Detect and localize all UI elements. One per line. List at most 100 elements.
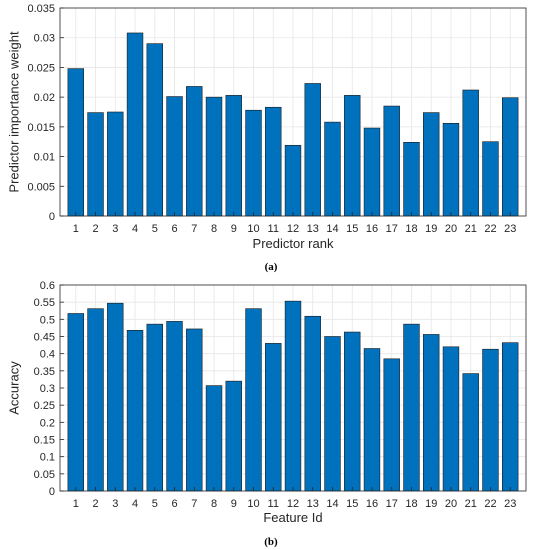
x-tick-label: 17 xyxy=(386,223,398,235)
bar-9 xyxy=(225,380,242,492)
x-tick-label: 1 xyxy=(73,498,79,510)
bar-12 xyxy=(284,300,302,492)
bar-7 xyxy=(186,86,203,217)
x-tick-label: 10 xyxy=(247,498,259,510)
bar-21 xyxy=(462,373,479,492)
bar-22 xyxy=(482,141,499,217)
y-tick-label: 0.015 xyxy=(27,122,55,134)
y-tick-label: 0.6 xyxy=(40,280,55,292)
y-tick-label: 0.15 xyxy=(34,435,55,447)
y-tick-label: 0 xyxy=(49,486,55,498)
x-tick-label: 15 xyxy=(346,223,358,235)
bar-2 xyxy=(87,112,104,217)
bar-23 xyxy=(502,97,519,217)
x-tick-label: 20 xyxy=(445,223,457,235)
x-tick-label: 13 xyxy=(307,498,319,510)
x-tick-label: 20 xyxy=(445,498,457,510)
x-axis-label: Predictor rank xyxy=(253,236,334,251)
x-tick-label: 3 xyxy=(112,223,118,235)
bar-3 xyxy=(107,302,124,492)
bar-18 xyxy=(403,142,420,217)
y-tick-label: 0.2 xyxy=(40,417,55,429)
x-tick-label: 13 xyxy=(307,223,319,235)
x-tick-label: 9 xyxy=(231,223,237,235)
y-tick-label: 0.55 xyxy=(34,297,55,309)
panel-caption: (b) xyxy=(264,536,278,548)
bar-4 xyxy=(126,32,144,217)
x-tick-label: 1 xyxy=(73,223,79,235)
x-axis-label: Feature Id xyxy=(263,510,322,525)
x-tick-label: 4 xyxy=(132,498,138,510)
bar-1 xyxy=(67,68,84,217)
y-tick-label: 0 xyxy=(49,211,55,223)
bar-7 xyxy=(186,328,203,492)
bar-2 xyxy=(87,308,104,492)
y-tick-label: 0.4 xyxy=(40,349,55,361)
x-tick-label: 19 xyxy=(425,223,437,235)
bar-14 xyxy=(324,121,341,217)
bar-5 xyxy=(146,43,163,217)
x-tick-label: 6 xyxy=(171,223,177,235)
bar-18 xyxy=(403,323,420,492)
x-tick-label: 8 xyxy=(211,498,217,510)
x-tick-label: 11 xyxy=(268,223,279,235)
bar-1 xyxy=(67,313,84,492)
plot-frame xyxy=(59,284,527,492)
x-tick-label: 6 xyxy=(171,498,177,510)
bar-13 xyxy=(304,83,321,217)
y-tick-label: 0.035 xyxy=(27,3,55,15)
x-tick-label: 2 xyxy=(92,498,98,510)
bar-8 xyxy=(205,385,223,492)
x-tick-label: 3 xyxy=(112,498,118,510)
y-tick-label: 0.25 xyxy=(34,400,55,412)
x-tick-label: 19 xyxy=(425,498,437,510)
bar-17 xyxy=(383,358,400,492)
chart-panel-b: 0 0.05 0.1 0.15 0.2 0.25 0.3 0.35 0.4 0.45 0.5 0.55… xyxy=(7,280,527,548)
bar-4 xyxy=(126,330,144,492)
x-tick-label: 5 xyxy=(152,498,158,510)
x-tick-label: 21 xyxy=(465,223,477,235)
y-tick-label: 0.05 xyxy=(34,469,55,481)
y-axis-label: Accuracy xyxy=(7,361,22,415)
bar-3 xyxy=(107,111,124,217)
x-tick-label: 10 xyxy=(247,223,259,235)
x-tick-label: 23 xyxy=(504,223,516,235)
y-axis-label: Predictor importance weight xyxy=(7,31,22,193)
x-tick-label: 14 xyxy=(326,498,338,510)
x-tick-label: 8 xyxy=(211,223,217,235)
x-tick-label: 22 xyxy=(484,498,496,510)
y-tick-label: 0.005 xyxy=(27,181,55,193)
bar-6 xyxy=(166,321,183,492)
bar-16 xyxy=(363,348,381,492)
bar-19 xyxy=(423,112,440,217)
bar-20 xyxy=(442,122,460,217)
bar-23 xyxy=(502,342,519,492)
x-tick-label: 18 xyxy=(405,223,417,235)
bar-13 xyxy=(304,315,321,492)
bar-6 xyxy=(166,96,183,217)
x-tick-label: 14 xyxy=(326,223,338,235)
y-tick-label: 0.1 xyxy=(40,452,55,464)
bar-15 xyxy=(344,331,361,492)
x-tick-label: 18 xyxy=(405,498,417,510)
x-tick-label: 5 xyxy=(152,223,158,235)
y-tick-label: 0.3 xyxy=(40,383,55,395)
bar-11 xyxy=(265,106,282,217)
bar-16 xyxy=(363,127,381,217)
bar-21 xyxy=(462,89,479,217)
bar-22 xyxy=(482,348,499,492)
bar-8 xyxy=(205,96,223,217)
bar-9 xyxy=(225,95,242,217)
x-tick-label: 9 xyxy=(231,498,237,510)
bar-17 xyxy=(383,105,400,217)
plot-frame xyxy=(59,7,527,217)
x-tick-label: 2 xyxy=(92,223,98,235)
bar-10 xyxy=(245,308,262,492)
x-tick-label: 21 xyxy=(465,498,477,510)
y-tick-label: 0.35 xyxy=(34,366,55,378)
panel-caption: (a) xyxy=(265,261,278,273)
x-tick-label: 7 xyxy=(191,223,197,235)
bar-15 xyxy=(344,95,361,217)
